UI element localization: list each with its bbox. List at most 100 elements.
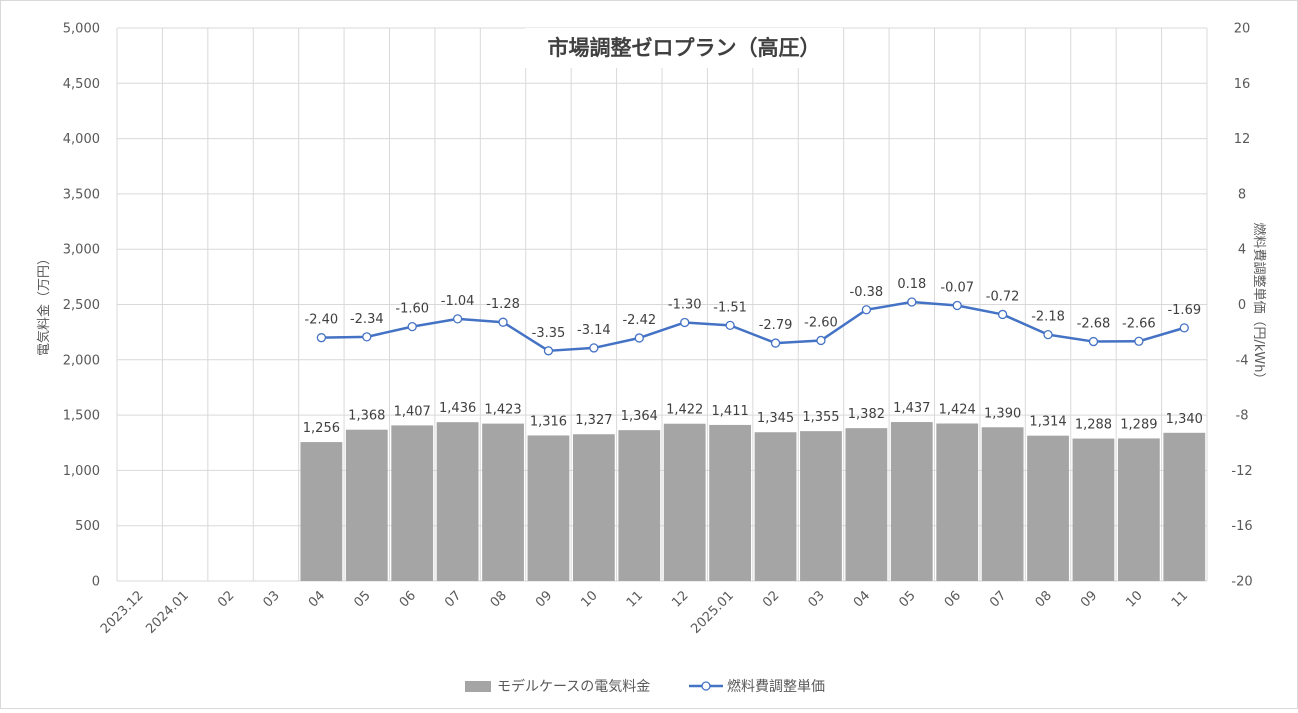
bar-value-label: 1,390: [984, 406, 1021, 421]
bar: [527, 435, 570, 581]
bar: [936, 423, 979, 581]
bar-series: [300, 422, 1206, 581]
bar: [1117, 438, 1160, 581]
bar-value-label: 1,364: [621, 409, 658, 424]
left-axis-tick-label: 2,500: [63, 298, 100, 313]
right-axis-tick-label: 0: [1238, 298, 1246, 313]
legend-line-label: 燃料費調整単価: [727, 678, 825, 695]
bar-value-label: 1,288: [1075, 418, 1112, 433]
line-value-label: -2.60: [804, 315, 838, 330]
bar: [709, 424, 752, 581]
left-axis-tick-label: 4,500: [63, 77, 100, 92]
line-point: [861, 305, 872, 315]
chart-title: 市場調整ゼロプラン（高圧）: [548, 36, 821, 60]
bar-value-label: 1,368: [348, 409, 385, 424]
line-value-label: -1.60: [395, 302, 429, 317]
line-point: [362, 332, 372, 342]
line-point: [1088, 336, 1099, 347]
bar: [1072, 438, 1115, 581]
bar: [981, 427, 1024, 581]
left-axis-tick-label: 3,500: [63, 187, 100, 202]
line-series: [316, 297, 1189, 356]
left-axis-tick-label: 4,000: [63, 132, 100, 147]
bar-value-label: 1,355: [802, 410, 839, 425]
bar: [845, 428, 888, 581]
line-value-label: 0.18: [897, 277, 926, 292]
bar: [663, 423, 706, 581]
left-axis-tick-label: 1,500: [63, 409, 100, 424]
bar-value-label: 1,424: [939, 403, 976, 418]
line-point: [589, 343, 599, 353]
line-path: [321, 300, 1185, 353]
bar-value-label: 1,345: [757, 411, 794, 426]
bar-value-label: 1,340: [1166, 412, 1203, 427]
bar: [890, 422, 933, 581]
bar: [1027, 435, 1069, 581]
right-axis-tick-label: 12: [1234, 132, 1251, 147]
right-axis-tick-label: -12: [1231, 464, 1252, 479]
line-value-label: -0.07: [940, 280, 974, 295]
right-axis-tick-label: -16: [1231, 519, 1252, 534]
left-axis-tick-label: 2,000: [63, 353, 100, 368]
left-axis-tick-label: 5,000: [63, 22, 100, 37]
line-point: [452, 314, 463, 324]
line-point: [407, 321, 417, 332]
line-value-label: -2.66: [1122, 316, 1156, 331]
bar-value-label: 1,422: [666, 403, 703, 418]
line-point: [316, 333, 327, 343]
bar-value-label: 1,407: [394, 404, 431, 419]
bar: [754, 432, 797, 581]
bar-value-label: 1,382: [848, 407, 885, 422]
chart-title-background: [525, 28, 843, 68]
line-point: [952, 300, 962, 311]
bar: [391, 425, 434, 581]
line-value-label: -2.34: [350, 312, 384, 327]
bar-value-label: 1,327: [575, 413, 612, 428]
bar-value-label: 1,316: [530, 414, 567, 429]
line-point: [770, 338, 781, 348]
bar-value-label: 1,436: [439, 401, 476, 416]
line-point: [816, 335, 826, 346]
right-axis-tick-label: 20: [1234, 22, 1251, 37]
right-axis-tick-label: 8: [1238, 187, 1246, 202]
left-axis-title: 電気料金（万円）: [36, 252, 52, 356]
bar: [300, 442, 343, 581]
data-labels: 1,256 1,368 1,407 1,436 1,423 1,316 1,327 1,364…: [303, 277, 1203, 436]
gridlines: [116, 27, 1208, 582]
line-point: [680, 317, 690, 328]
bar-value-label: 1,289: [1120, 417, 1157, 432]
line-point: [907, 297, 917, 307]
line-value-label: -3.35: [532, 326, 566, 341]
bar: [1163, 432, 1206, 581]
line-point: [498, 317, 508, 327]
line-value-label: -2.40: [305, 313, 339, 328]
line-value-label: -2.79: [759, 318, 793, 333]
chart-title-group: 市場調整ゼロプラン（高圧）: [525, 28, 843, 68]
line-value-label: -1.30: [668, 297, 702, 312]
line-value-label: -2.18: [1031, 310, 1065, 325]
line-value-label: -1.04: [441, 294, 475, 309]
right-axis-title: 燃料費調整単価（円/kWh）: [1251, 222, 1267, 385]
line-value-label: -0.38: [850, 285, 884, 300]
bar: [572, 434, 615, 581]
bar: [345, 429, 388, 581]
bar: [800, 431, 842, 581]
line-value-label: -3.14: [577, 323, 611, 338]
left-axis-tick-label: 0: [92, 575, 100, 590]
line-point: [634, 333, 644, 343]
line-value-label: -2.42: [622, 313, 656, 328]
bar-value-label: 1,437: [893, 401, 930, 416]
line-point: [1179, 323, 1189, 333]
right-axis-tick-label: 16: [1234, 77, 1251, 92]
line-value-label: -1.28: [486, 297, 520, 312]
bar-value-label: 1,411: [712, 404, 749, 419]
right-axis-tick-label: 4: [1238, 243, 1246, 258]
left-axis-tick-label: 1,000: [63, 464, 100, 479]
bar: [436, 422, 479, 581]
legend-line-marker: [701, 681, 711, 691]
line-point: [1043, 329, 1053, 340]
legend-bar-swatch: [465, 681, 491, 692]
